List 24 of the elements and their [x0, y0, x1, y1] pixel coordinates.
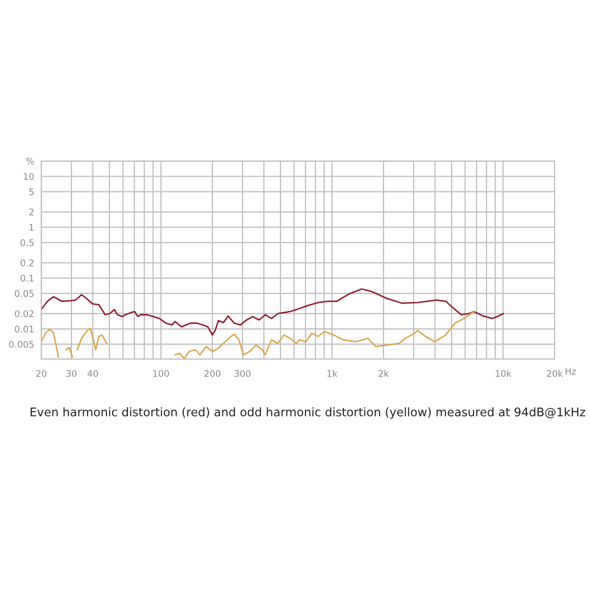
y-tick-label: 0.005 [9, 340, 34, 348]
y-tick-label: 1 [30, 224, 34, 231]
x-tick-label: 10k [496, 370, 512, 377]
y-tick-label: 0.1 [20, 274, 34, 282]
y-tick-label: 10 [24, 173, 34, 180]
x-tick-label: 300 [234, 370, 251, 377]
y-tick-label: 0.05 [14, 290, 34, 297]
x-tick-label: 20k [546, 370, 563, 377]
x-tick-label: 40 [88, 370, 98, 377]
y-tick-label: 0.2 [20, 260, 34, 266]
y-tick-label: 5 [29, 188, 34, 196]
x-tick-label: 200 [204, 370, 220, 377]
x-tick-label: 2k [378, 370, 389, 377]
x-tick-label: 20 [36, 370, 46, 377]
x-tick-label: 100 [153, 370, 169, 377]
y-tick-label: 0.02 [14, 310, 34, 318]
x-tick-label: 1k [328, 370, 338, 377]
y-tick-label: 2 [29, 208, 34, 216]
x-axis-title: Hz [566, 368, 576, 375]
y-tick-label: 0.01 [14, 326, 34, 332]
text: Even harmonic distortion (red) and odd harmonic distortion (yellow) measured at 94dB@1kHz [30, 407, 586, 419]
y-tick-label: 0.5 [20, 239, 34, 246]
y-tick-label: % [26, 158, 34, 165]
x-tick-label: 30 [66, 370, 77, 377]
